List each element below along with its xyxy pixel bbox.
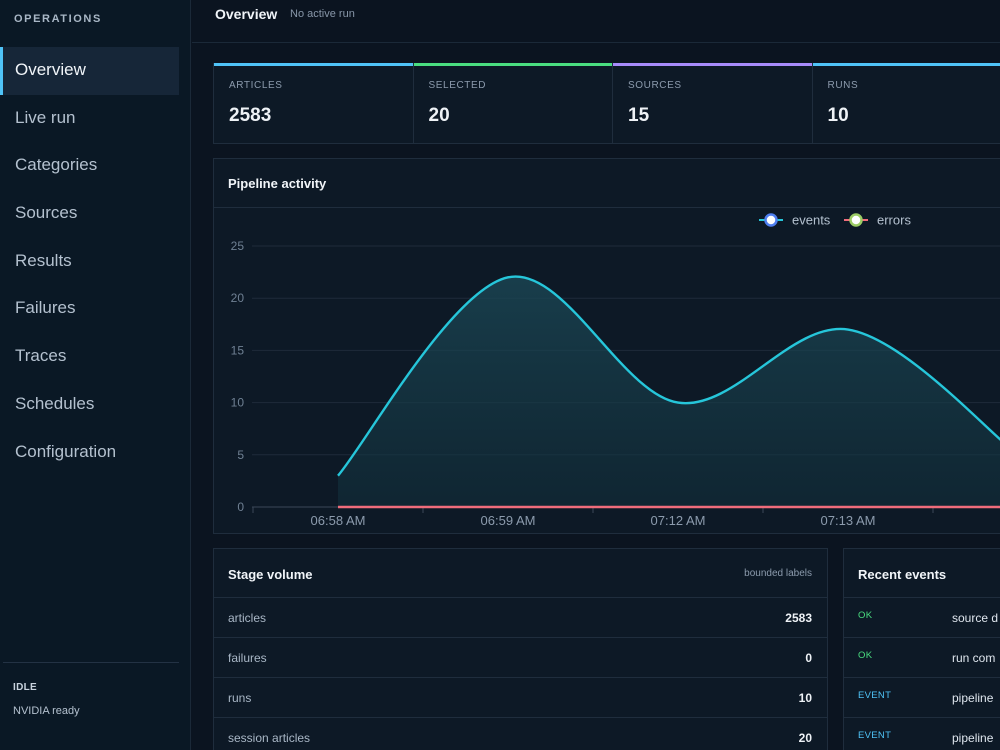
x-tick-label: 07:12 AM bbox=[651, 513, 706, 528]
sidebar-item-overview[interactable]: Overview bbox=[0, 47, 179, 95]
x-tick-label: 06:58 AM bbox=[311, 513, 366, 528]
legend-label: events bbox=[792, 213, 831, 228]
row-value: 0 bbox=[805, 651, 812, 665]
legend-item-events[interactable]: events bbox=[759, 213, 831, 228]
sidebar-nav: Overview Live run Categories Sources Res… bbox=[0, 47, 191, 476]
stat-label: ARTICLES bbox=[229, 80, 283, 91]
recent-events-panel: Recent events OK source d OK run com EVE… bbox=[843, 548, 1000, 750]
row-value: 10 bbox=[798, 691, 812, 705]
stat-value: 20 bbox=[428, 105, 450, 126]
legend-item-errors[interactable]: errors bbox=[844, 213, 911, 228]
system-status: IDLE bbox=[13, 682, 37, 693]
y-tick-label: 0 bbox=[237, 500, 244, 514]
stat-card-runs: RUNS 10 bbox=[812, 63, 1000, 143]
sidebar-item-live-run[interactable]: Live run bbox=[15, 107, 76, 127]
legend-label: errors bbox=[877, 213, 911, 228]
panel-header: Recent events bbox=[844, 549, 1000, 598]
stat-label: SELECTED bbox=[428, 80, 487, 91]
sidebar-item-traces[interactable]: Traces bbox=[15, 346, 67, 366]
legend-marker bbox=[849, 213, 863, 227]
event-message: pipeline bbox=[952, 691, 994, 705]
gpu-status: NVIDIA ready bbox=[13, 705, 80, 717]
pipeline-activity-chart[interactable]: 0 5 10 15 20 25 06:58 AM 06:59 AM 07:12 AM 07:13 … bbox=[214, 159, 1000, 535]
event-level: OK bbox=[858, 610, 873, 621]
panel-header: Pipeline activity bbox=[214, 159, 1000, 208]
panel-title: Pipeline activity bbox=[228, 176, 327, 191]
sidebar-item-configuration[interactable]: Configuration bbox=[15, 441, 117, 461]
series-line-events bbox=[337, 275, 1000, 477]
y-tick-label: 20 bbox=[231, 291, 245, 305]
y-tick-label: 10 bbox=[231, 396, 245, 410]
sidebar: OPERATIONS Overview Live run Categories … bbox=[0, 0, 191, 750]
sidebar-item-schedules[interactable]: Schedules bbox=[15, 393, 95, 413]
sidebar-item-sources[interactable]: Sources bbox=[15, 203, 78, 223]
row-label: runs bbox=[228, 691, 252, 705]
sidebar-item-failures[interactable]: Failures bbox=[15, 298, 76, 318]
stat-value: 15 bbox=[628, 105, 650, 126]
sidebar-item-results[interactable]: Results bbox=[15, 250, 72, 270]
list-item[interactable]: EVENT pipeline bbox=[844, 678, 1000, 718]
page-header: Overview No active run bbox=[192, 0, 1000, 43]
panel-note: bounded labels bbox=[744, 568, 812, 579]
stat-accent-bar bbox=[214, 63, 413, 66]
stat-label: SOURCES bbox=[628, 80, 682, 91]
panel-title: Recent events bbox=[858, 567, 947, 582]
event-message: source d bbox=[952, 611, 999, 625]
stat-cards: ARTICLES 2583 SELECTED 20 SOURCES 15 RUN… bbox=[213, 63, 1000, 144]
event-level: OK bbox=[858, 650, 873, 661]
event-level: EVENT bbox=[858, 730, 892, 741]
table-row: articles 2583 bbox=[214, 598, 827, 638]
y-tick-label: 5 bbox=[237, 448, 244, 462]
stat-value: 2583 bbox=[229, 105, 272, 126]
table-row: session articles 20 bbox=[214, 718, 827, 750]
sidebar-brand: OPERATIONS bbox=[14, 13, 102, 25]
stat-card-articles: ARTICLES 2583 bbox=[214, 63, 414, 143]
table-row: runs 10 bbox=[214, 678, 827, 718]
sidebar-item-categories[interactable]: Categories bbox=[15, 155, 98, 175]
pipeline-activity-panel: Pipeline activity 0 5 10 15 20 25 06:58 AM 06:5… bbox=[213, 158, 1000, 534]
row-value: 20 bbox=[798, 731, 812, 745]
row-label: session articles bbox=[228, 731, 311, 745]
event-message: run com bbox=[952, 651, 996, 665]
y-tick-label: 25 bbox=[231, 239, 245, 253]
page-title: Overview bbox=[215, 6, 278, 22]
sidebar-divider bbox=[3, 662, 179, 663]
stat-accent-bar bbox=[413, 63, 612, 66]
event-level: EVENT bbox=[858, 690, 892, 701]
stat-label: RUNS bbox=[827, 80, 859, 91]
panel-title: Stage volume bbox=[228, 567, 313, 582]
x-tick-label: 07:13 AM bbox=[821, 513, 876, 528]
legend-marker bbox=[764, 213, 778, 227]
panel-header: Stage volume bounded labels bbox=[214, 549, 827, 598]
y-tick-label: 15 bbox=[231, 343, 245, 357]
stat-accent-bar bbox=[613, 63, 812, 66]
stat-value: 10 bbox=[827, 105, 849, 126]
series-area-events bbox=[338, 276, 1000, 507]
list-item[interactable]: OK run com bbox=[844, 638, 1000, 678]
stage-volume-panel: Stage volume bounded labels articles 258… bbox=[213, 548, 828, 750]
row-label: articles bbox=[228, 611, 267, 625]
x-tick-label: 06:59 AM bbox=[481, 513, 536, 528]
stat-card-selected: SELECTED 20 bbox=[413, 63, 613, 143]
table-row: failures 0 bbox=[214, 638, 827, 678]
event-message: pipeline bbox=[952, 731, 994, 745]
list-item[interactable]: EVENT pipeline bbox=[844, 718, 1000, 750]
stat-accent-bar bbox=[812, 63, 1000, 66]
run-status: No active run bbox=[290, 8, 355, 20]
list-item[interactable]: OK source d bbox=[844, 598, 1000, 638]
row-value: 2583 bbox=[785, 611, 812, 625]
row-label: failures bbox=[228, 651, 267, 665]
stat-card-sources: SOURCES 15 bbox=[613, 63, 813, 143]
